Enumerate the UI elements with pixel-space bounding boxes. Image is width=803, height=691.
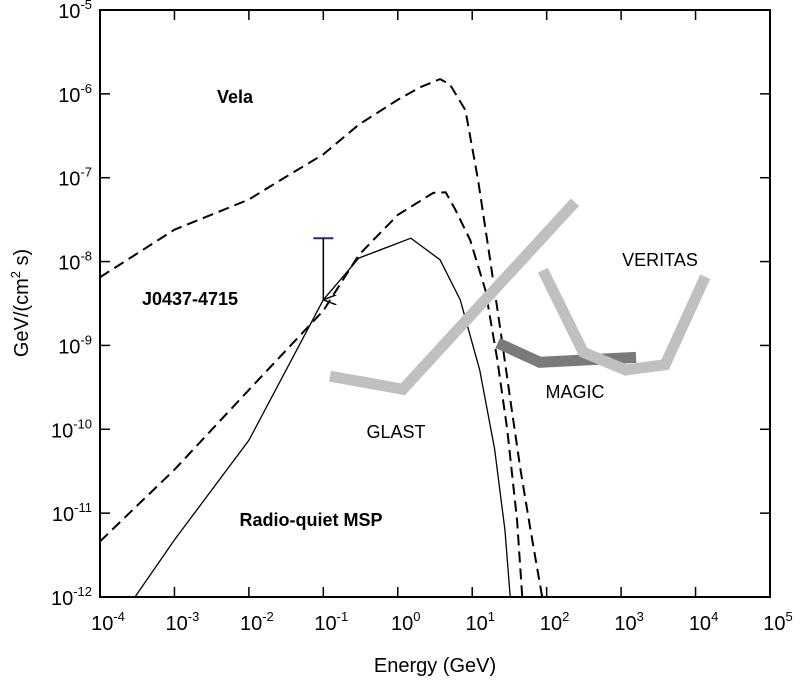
x-tick-label-exp: 4 — [711, 609, 718, 624]
x-tick-label-base: 10 — [240, 613, 262, 635]
y-tick-label-exp: -5 — [80, 0, 92, 12]
x-tick-label: 100 — [391, 609, 420, 635]
series-label: VERITAS — [622, 250, 698, 270]
sensitivity-curve — [537, 267, 711, 376]
y-tick-label-base: 10 — [58, 1, 80, 23]
x-tick-label: 104 — [689, 609, 718, 635]
x-tick-label: 10-4 — [91, 609, 125, 635]
x-tick-label-base: 10 — [314, 613, 336, 635]
x-tick-label-base: 10 — [166, 613, 188, 635]
spectrum-line — [99, 77, 544, 598]
y-tick-label: 10-8 — [58, 249, 92, 275]
series-label: GLAST — [366, 422, 425, 442]
y-tick-label-base: 10 — [52, 504, 74, 526]
x-tick-label-base: 10 — [614, 613, 636, 635]
y-tick-label: 10-11 — [52, 500, 92, 526]
y-tick-label-exp: -8 — [80, 249, 92, 264]
y-tick-label: 10-10 — [51, 416, 92, 442]
x-tick-label: 103 — [614, 609, 643, 635]
y-label-tail: s) — [11, 249, 33, 271]
x-tick-label-base: 10 — [91, 613, 113, 635]
x-tick-label-exp: 2 — [562, 609, 569, 624]
y-tick-label-base: 10 — [58, 253, 80, 275]
x-tick-label-base: 10 — [763, 613, 785, 635]
series-label: J0437-4715 — [142, 289, 238, 309]
series-label: Radio-quiet MSP — [240, 510, 383, 530]
x-tick-label-exp: 5 — [786, 609, 793, 624]
y-tick-label-exp: -11 — [74, 500, 92, 515]
y-tick-label: 10-12 — [51, 584, 92, 610]
sensitivity-curve — [329, 198, 580, 396]
y-tick-label: 10-7 — [58, 165, 92, 191]
y-tick-label-base: 10 — [58, 85, 80, 107]
y-tick-label: 10-5 — [58, 0, 92, 23]
x-tick-label-base: 10 — [391, 613, 413, 635]
y-tick-label-base: 10 — [58, 336, 80, 358]
y-axis-label: GeV/(cm2 s) — [8, 249, 33, 357]
series-label: MAGIC — [545, 382, 604, 402]
x-tick-label-exp: -2 — [262, 609, 274, 624]
x-tick-label-exp: 0 — [413, 609, 420, 624]
series-label: Vela — [217, 87, 254, 107]
spectrum-line — [134, 237, 511, 598]
x-tick-label: 10-2 — [240, 609, 274, 635]
y-tick-label-exp: -9 — [80, 332, 92, 347]
y-tick-label-exp: -10 — [73, 416, 92, 431]
y-tick-label-exp: -7 — [80, 165, 92, 180]
y-tick-label: 10-6 — [58, 81, 92, 107]
y-label-sup: 2 — [8, 271, 23, 278]
sensitivity-curve — [495, 337, 637, 368]
x-tick-label-exp: -3 — [188, 609, 200, 624]
spectrum-line — [99, 191, 524, 598]
x-tick-label: 10-1 — [314, 609, 348, 635]
x-tick-label-base: 10 — [465, 613, 487, 635]
x-tick-label: 102 — [540, 609, 569, 635]
x-tick-label-exp: 3 — [637, 609, 644, 624]
x-tick-label-exp: 1 — [488, 609, 495, 624]
y-tick-label-base: 10 — [51, 420, 73, 442]
plot-frame — [99, 9, 771, 598]
x-tick-label-exp: -4 — [113, 609, 125, 624]
y-tick-label-exp: -12 — [73, 584, 92, 599]
y-tick-label-base: 10 — [51, 588, 73, 610]
x-tick-label: 10-3 — [166, 609, 200, 635]
y-label-text: GeV/(cm — [11, 278, 33, 357]
x-tick-label-base: 10 — [540, 613, 562, 635]
x-tick-label-base: 10 — [689, 613, 711, 635]
x-tick-label: 101 — [465, 609, 494, 635]
x-tick-label: 105 — [763, 609, 792, 635]
y-tick-label-base: 10 — [58, 169, 80, 191]
y-tick-label: 10-9 — [58, 332, 92, 358]
x-axis-label: Energy (GeV) — [374, 655, 496, 677]
x-tick-label-exp: -1 — [337, 609, 349, 624]
y-tick-label-exp: -6 — [80, 81, 92, 96]
